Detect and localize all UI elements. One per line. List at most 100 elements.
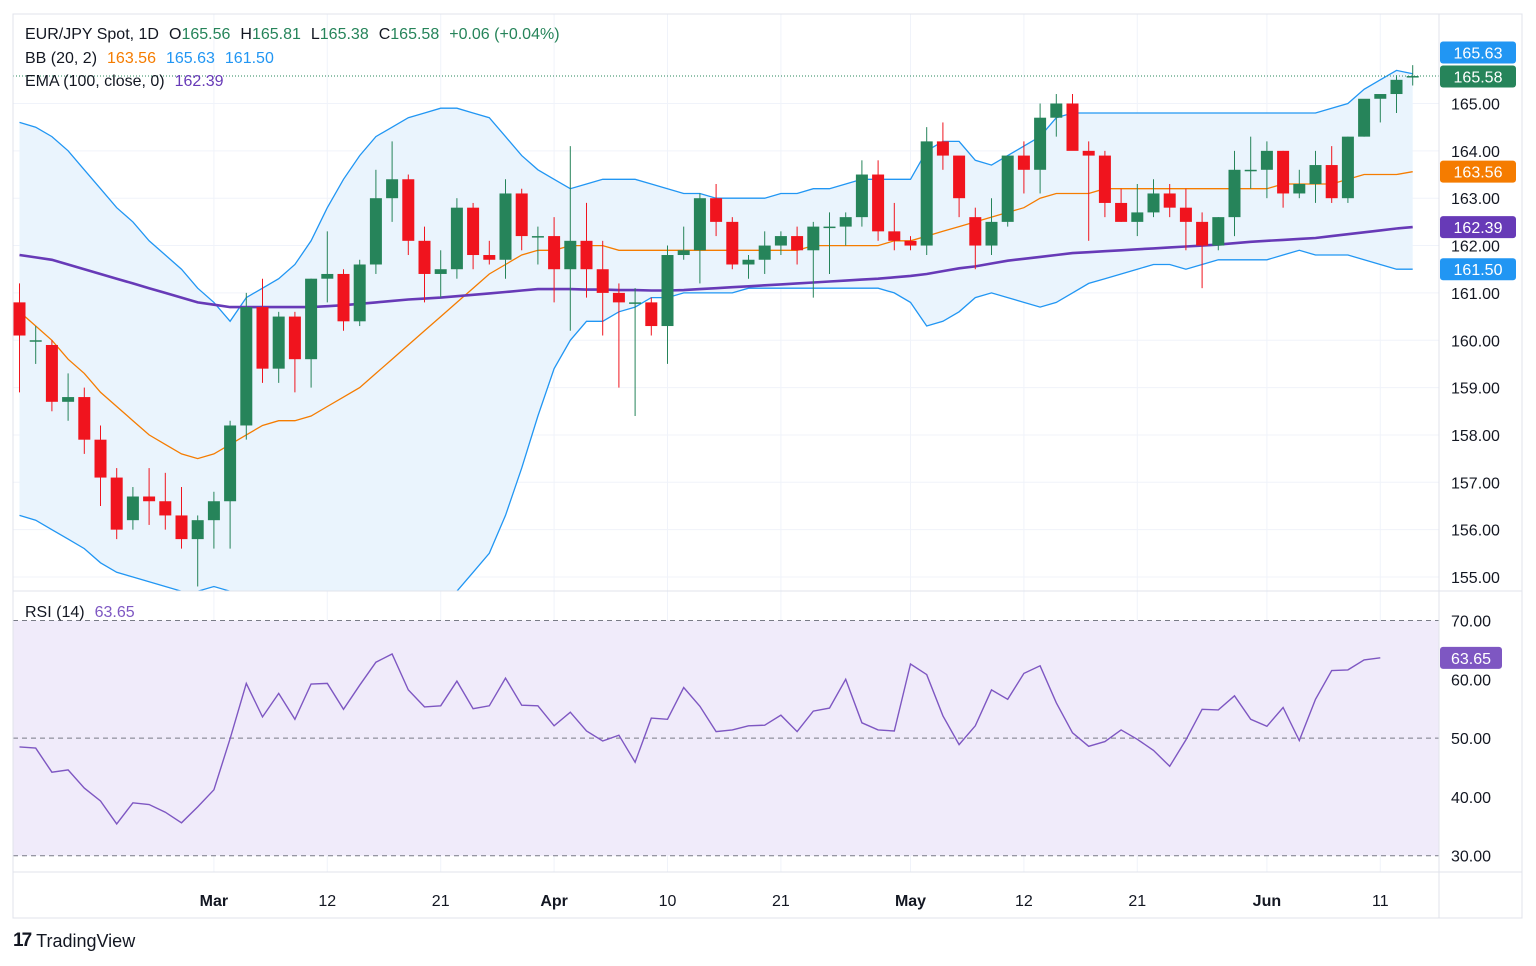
ema-legend[interactable]: EMA (100, close, 0) 162.39: [25, 73, 228, 91]
price-tick-label: 162.00: [1451, 239, 1500, 256]
candle: [920, 127, 933, 256]
close-value: 165.58: [390, 26, 440, 43]
candle-body: [969, 217, 982, 246]
bb-legend[interactable]: BB (20, 2) 163.56 165.63 161.50: [25, 50, 278, 68]
price-label-bg: [1440, 216, 1516, 239]
candle-body: [677, 250, 690, 256]
candle: [337, 269, 350, 331]
candle: [240, 292, 253, 440]
candle-body: [629, 302, 642, 304]
candle: [1358, 98, 1371, 137]
candle: [386, 141, 399, 222]
price-label-bg: [1440, 65, 1516, 88]
candle: [1406, 65, 1419, 86]
chart-frame: [12, 13, 1523, 919]
price-label-tag: 163.56: [1440, 160, 1516, 183]
candle-body: [1082, 150, 1095, 156]
price-label-bg: [1440, 160, 1516, 183]
candle-body: [45, 344, 58, 402]
open-label: O: [168, 26, 182, 43]
candle-body: [855, 174, 868, 218]
candle-body: [823, 226, 836, 229]
candle: [936, 122, 949, 170]
candle: [94, 425, 107, 506]
time-tick-label: 12: [318, 893, 336, 910]
candle-body: [531, 236, 544, 238]
candle-body: [807, 226, 820, 251]
candle-body: [1341, 136, 1354, 199]
bb-lower-value: 161.50: [224, 50, 274, 67]
candle: [191, 515, 204, 587]
candle: [1309, 150, 1322, 203]
candle: [1244, 136, 1257, 189]
bb-lower-line: [19, 249, 1413, 591]
rsi-line: [19, 653, 1381, 826]
candle-body: [402, 179, 415, 241]
candle: [774, 231, 787, 256]
candle: [499, 179, 512, 279]
candle: [175, 487, 188, 549]
candle: [467, 202, 480, 270]
high-label: H: [240, 26, 252, 43]
candle: [224, 420, 237, 549]
price-tick-label: 157.00: [1451, 475, 1500, 492]
price-label-text: 165.58: [1454, 70, 1503, 87]
candle: [726, 217, 739, 270]
time-tick-label: Jun: [1253, 893, 1281, 910]
low-value: 165.38: [319, 26, 369, 43]
candle-body: [110, 477, 123, 530]
candlestick-series: [13, 65, 1419, 587]
price-label-text: 163.56: [1454, 165, 1503, 182]
candle-body: [904, 240, 917, 246]
rsi-tick-label: 60.00: [1451, 672, 1491, 689]
candle-body: [386, 179, 399, 199]
candle-body: [418, 240, 431, 274]
candle-body: [78, 397, 91, 440]
candle-body: [1293, 183, 1306, 194]
price-tick-label: 156.00: [1451, 523, 1500, 540]
candle-body: [450, 207, 463, 270]
candle: [580, 202, 593, 298]
candle-body: [1066, 103, 1079, 151]
candle-body: [1050, 103, 1063, 118]
price-label-tag: 165.63: [1440, 41, 1516, 64]
tradingview-logo[interactable]: 17 TradingView: [13, 930, 135, 952]
candle-body: [1034, 117, 1047, 170]
bb-band-area: [19, 70, 1413, 591]
rsi-tick-label: 30.00: [1451, 849, 1491, 866]
tradingview-logo-icon: 17: [13, 930, 32, 951]
rsi-tick-label: 70.00: [1451, 614, 1491, 631]
candle-body: [159, 501, 172, 516]
rsi-legend-value: 63.65: [94, 604, 135, 621]
candle: [62, 373, 75, 421]
price-label-tag: 161.50: [1440, 258, 1516, 281]
price-tick-label: 161.00: [1451, 286, 1500, 303]
candle: [450, 198, 463, 279]
close-label: C: [378, 26, 391, 43]
rsi-label: RSI (14): [25, 604, 85, 621]
symbol-title[interactable]: EUR/JPY Spot, 1D: [25, 26, 159, 43]
candle: [1163, 183, 1176, 218]
open-value: 165.56: [181, 26, 231, 43]
candle: [758, 231, 771, 274]
candle-body: [1179, 207, 1192, 222]
candle: [418, 226, 431, 303]
time-tick-label: 12: [1015, 893, 1033, 910]
price-label-text: 161.50: [1454, 262, 1503, 279]
candle-body: [94, 439, 107, 478]
price-label-text: 165.63: [1454, 46, 1503, 63]
candle: [1293, 169, 1306, 199]
candle-body: [240, 307, 253, 426]
rsi-legend[interactable]: RSI (14) 63.65: [25, 604, 139, 622]
price-label-tag: 162.39: [1440, 216, 1516, 239]
candle: [321, 231, 334, 303]
candle: [1098, 150, 1111, 218]
bollinger-band-fill: [19, 70, 1413, 591]
candle-body: [175, 515, 188, 540]
rsi-tick-label: 40.00: [1451, 790, 1491, 807]
candle-body: [434, 269, 447, 274]
candle: [985, 198, 998, 256]
price-axis: 155.00 156.00 157.00 158.00 159.00 160.00 161.…: [1440, 41, 1516, 866]
time-tick-label: 21: [1128, 893, 1146, 910]
